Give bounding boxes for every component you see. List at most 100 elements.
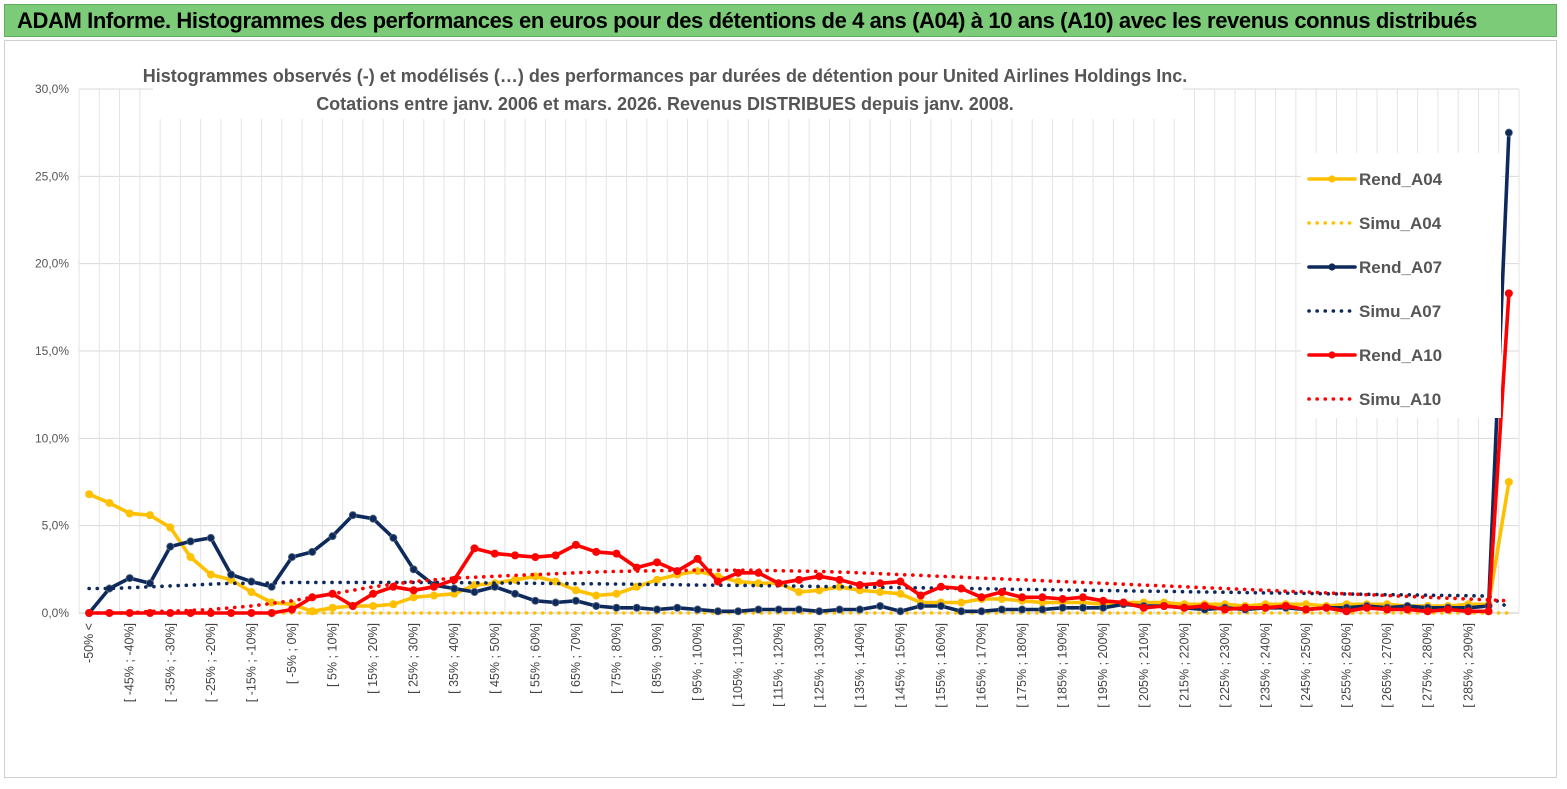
data-point	[1038, 605, 1047, 614]
x-tick-label: [ 275% ; 280%]	[1421, 623, 1435, 708]
data-point	[1180, 603, 1189, 612]
x-tick-label: [ 255% ; 260%]	[1340, 623, 1354, 708]
data-point	[328, 532, 337, 541]
data-point	[1220, 605, 1229, 614]
x-tick-label: [ -45% ; -40%]	[123, 623, 137, 702]
legend-item-rend-a07: Rend_A07	[1307, 258, 1442, 277]
data-point	[1383, 605, 1392, 614]
data-point	[227, 570, 236, 579]
data-point	[145, 579, 154, 588]
data-point	[653, 558, 662, 567]
data-point	[267, 582, 276, 591]
data-point	[531, 553, 540, 562]
x-tick-label: [ 115% ; 120%]	[772, 623, 786, 707]
legend-item-simu-a04: Simu_A04	[1307, 214, 1442, 233]
data-point	[957, 598, 966, 607]
data-point	[855, 605, 864, 614]
data-point	[1504, 477, 1513, 486]
data-point	[287, 605, 296, 614]
data-point	[511, 589, 520, 598]
x-tick-label: [ 245% ; 250%]	[1299, 623, 1313, 708]
data-point	[287, 553, 296, 562]
data-point	[977, 593, 986, 602]
data-point	[1119, 598, 1128, 607]
data-point	[957, 584, 966, 593]
x-tick-label: [ -35% ; -30%]	[163, 623, 177, 702]
data-point	[997, 588, 1006, 597]
data-point	[1362, 603, 1371, 612]
x-tick-label: [ 85% ; 90%]	[650, 623, 664, 694]
legend-background	[1301, 153, 1501, 418]
data-point	[1018, 593, 1027, 602]
data-point	[734, 607, 743, 616]
x-tick-label: [ 155% ; 160%]	[934, 623, 948, 708]
y-tick-label: 15,0%	[35, 344, 69, 358]
data-point	[1058, 603, 1067, 612]
data-point	[774, 605, 783, 614]
x-tick-label: [ -25% ; -20%]	[204, 623, 218, 702]
data-point	[1160, 602, 1169, 611]
data-point	[1099, 603, 1108, 612]
x-tick-label: [ 175% ; 180%]	[1015, 623, 1029, 708]
x-tick-label: [ 25% ; 30%]	[407, 623, 421, 694]
data-point	[1200, 602, 1209, 611]
x-tick-label: [ -5% ; 0%]	[285, 623, 299, 684]
x-tick-label: [ 45% ; 50%]	[488, 623, 502, 694]
data-point	[531, 596, 540, 605]
data-point	[409, 593, 418, 602]
data-point	[369, 589, 378, 598]
data-point	[166, 542, 175, 551]
x-tick-label: [ 205% ; 210%]	[1137, 623, 1151, 708]
data-point	[186, 537, 195, 546]
data-point	[1403, 605, 1412, 614]
data-point	[571, 596, 580, 605]
data-point	[551, 551, 560, 560]
data-point	[206, 533, 215, 542]
data-point	[186, 609, 195, 618]
data-point	[409, 586, 418, 595]
data-point	[916, 602, 925, 611]
data-point	[997, 605, 1006, 614]
data-point	[795, 605, 804, 614]
data-point	[612, 549, 621, 558]
x-tick-label: [ 65% ; 70%]	[569, 623, 583, 694]
data-point	[409, 565, 418, 574]
y-tick-label: 10,0%	[35, 431, 69, 445]
y-tick-label: 25,0%	[35, 169, 69, 183]
data-point	[1078, 593, 1087, 602]
data-point	[1241, 603, 1250, 612]
data-point	[1302, 605, 1311, 614]
data-point	[835, 605, 844, 614]
data-point	[1342, 607, 1351, 616]
legend-marker	[1328, 263, 1336, 271]
series-simu-a07	[87, 580, 1511, 610]
data-point	[1504, 128, 1513, 137]
data-point	[308, 547, 317, 556]
data-point	[571, 586, 580, 595]
x-tick-label: [ 165% ; 170%]	[975, 623, 989, 708]
data-point	[876, 579, 885, 588]
data-point	[896, 589, 905, 598]
x-tick-label: [ 185% ; 190%]	[1056, 623, 1070, 708]
data-point	[1018, 605, 1027, 614]
data-point	[247, 609, 256, 618]
series-line-simu-a07	[87, 580, 1511, 610]
y-tick-label: 0,0%	[42, 606, 70, 620]
data-point	[693, 554, 702, 563]
data-point	[1484, 607, 1493, 616]
series-rend-a10	[85, 289, 1513, 618]
data-point	[1261, 603, 1270, 612]
subtitle-line-1: Histogrammes observés (-) et modélisés (…	[143, 66, 1188, 86]
x-tick-label: [ 135% ; 140%]	[853, 623, 867, 708]
header-banner: ADAM Informe. Histogrammes des performan…	[4, 4, 1557, 37]
data-point	[855, 581, 864, 590]
legend-item-simu-a10: Simu_A10	[1307, 390, 1441, 409]
series-rend-a04	[85, 477, 1513, 616]
data-point	[612, 589, 621, 598]
data-point	[389, 533, 398, 542]
data-point	[592, 602, 601, 611]
data-point	[653, 605, 662, 614]
data-point	[145, 511, 154, 520]
series-rend-a07	[85, 128, 1513, 618]
x-axis-ticks: -50% < [ -45% ; -40%] [ -35% ; -30%] [ -25%…	[82, 623, 1475, 708]
